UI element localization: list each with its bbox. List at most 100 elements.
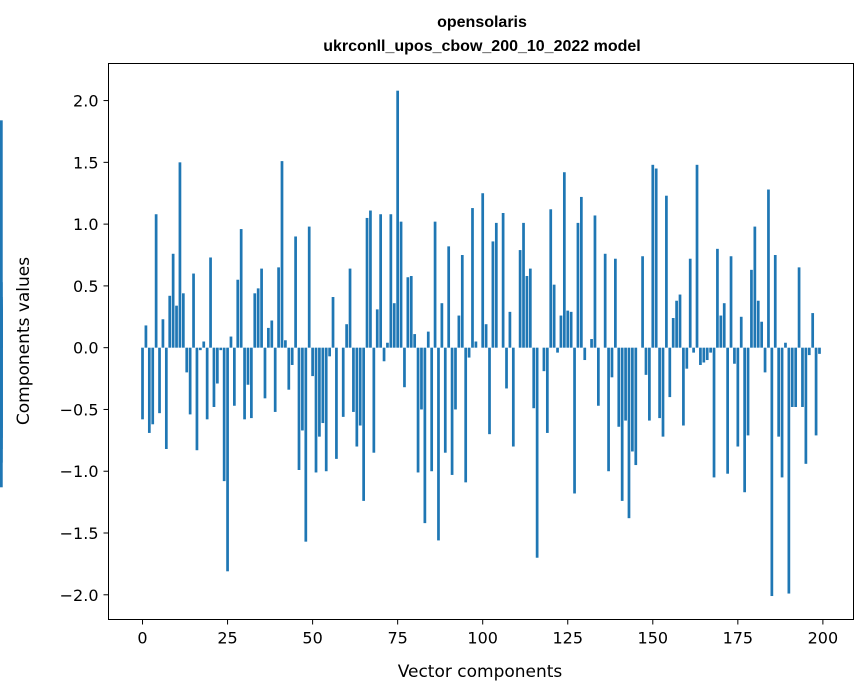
bar-37	[267, 327, 270, 348]
bar-198	[814, 347, 818, 436]
bar-50	[311, 347, 314, 377]
bar-145	[634, 347, 638, 466]
y-axis-ticks: −2.0 −1.5 −1.0 −0.5 0.0 0.5 1.0 1.5 2.0	[60, 92, 109, 605]
bar-23	[219, 347, 223, 351]
bar-2	[147, 347, 151, 433]
bar-51	[314, 347, 318, 473]
x-tick-label: 200	[808, 629, 839, 648]
bar-132	[590, 339, 593, 348]
x-tick-label: 0	[137, 629, 147, 648]
bar-140	[617, 347, 621, 427]
bar-196	[807, 347, 811, 356]
bar-159	[682, 347, 685, 426]
bar-61	[348, 268, 352, 348]
bar-27	[233, 347, 236, 406]
bar-22	[215, 347, 219, 384]
bar-31	[246, 347, 250, 385]
bar-116	[535, 347, 539, 558]
bar-98	[474, 341, 478, 348]
bar-7	[164, 347, 168, 449]
bar-128	[576, 222, 580, 348]
plot-frame	[108, 63, 854, 620]
bar-40	[277, 267, 280, 348]
bar-193	[797, 267, 801, 348]
bar-148	[644, 347, 648, 375]
y-tick-label: −0.5	[60, 400, 99, 419]
bar-144	[631, 347, 634, 452]
bar-156	[671, 318, 675, 348]
bar-54	[324, 347, 328, 472]
bar-85	[430, 347, 434, 472]
bar-142	[624, 347, 627, 421]
bar-147	[641, 256, 644, 348]
bar-95	[464, 347, 468, 483]
y-tick-label: 1.0	[73, 215, 98, 234]
bar-59	[341, 347, 345, 417]
bar-189	[784, 342, 787, 348]
bar-32	[250, 347, 253, 419]
x-tick-label: 75	[387, 629, 407, 648]
bar-122	[556, 347, 559, 353]
bar-199	[818, 347, 821, 354]
bar-4	[154, 214, 158, 348]
bar-13	[185, 347, 189, 373]
bar-167	[709, 347, 712, 353]
bar-67	[369, 210, 372, 348]
bar-undefined	[0, 120, 3, 348]
bar-134	[597, 347, 600, 406]
chart-title: opensolaris	[437, 14, 527, 31]
bar-121	[552, 284, 556, 348]
bar-118	[542, 347, 546, 372]
bar-78	[406, 277, 410, 348]
bar-179	[750, 269, 753, 348]
bar-79	[409, 276, 413, 348]
bar-80	[413, 334, 417, 348]
bar-9	[171, 253, 175, 348]
bar-93	[457, 315, 461, 348]
bar-101	[484, 324, 488, 348]
bar-103	[491, 241, 495, 348]
bar-168	[712, 347, 716, 478]
bar-190	[787, 347, 791, 594]
bar-154	[665, 195, 668, 348]
bar-137	[607, 347, 610, 472]
bar-182	[760, 321, 764, 348]
bar-88	[440, 303, 444, 348]
bar-3	[151, 347, 155, 425]
bar-129	[579, 196, 583, 348]
bar-39	[273, 347, 277, 412]
bar-187	[777, 347, 781, 437]
bar-178	[746, 347, 750, 436]
bar-71	[382, 347, 386, 362]
bar-184	[767, 189, 770, 348]
bar-153	[661, 347, 665, 437]
bar-126	[569, 311, 573, 348]
bar-158	[678, 294, 682, 348]
y-tick-label: −2.0	[60, 586, 99, 605]
bar-161	[688, 258, 692, 348]
bar-113	[525, 276, 529, 348]
bar-106	[501, 213, 505, 348]
bar-57	[335, 347, 338, 459]
x-tick-label: 50	[302, 629, 322, 648]
bar-0	[141, 347, 144, 420]
bar-107	[505, 347, 508, 389]
bar-157	[675, 300, 678, 348]
bar-81	[416, 347, 420, 473]
bar-series	[0, 90, 821, 597]
bar-91	[450, 347, 454, 475]
bar-1	[144, 325, 148, 348]
bar-69	[375, 309, 379, 348]
bar-36	[263, 347, 267, 399]
bar-56	[331, 297, 335, 348]
bar-25	[226, 347, 229, 572]
bar-150	[651, 164, 655, 348]
y-tick-label: −1.5	[60, 524, 99, 543]
bar-17	[198, 347, 202, 351]
bar-100	[481, 193, 485, 348]
bar-66	[365, 217, 369, 348]
bar-108	[508, 311, 512, 348]
bar-125	[566, 310, 570, 348]
bar-82	[420, 347, 423, 410]
bar-16	[195, 347, 199, 451]
